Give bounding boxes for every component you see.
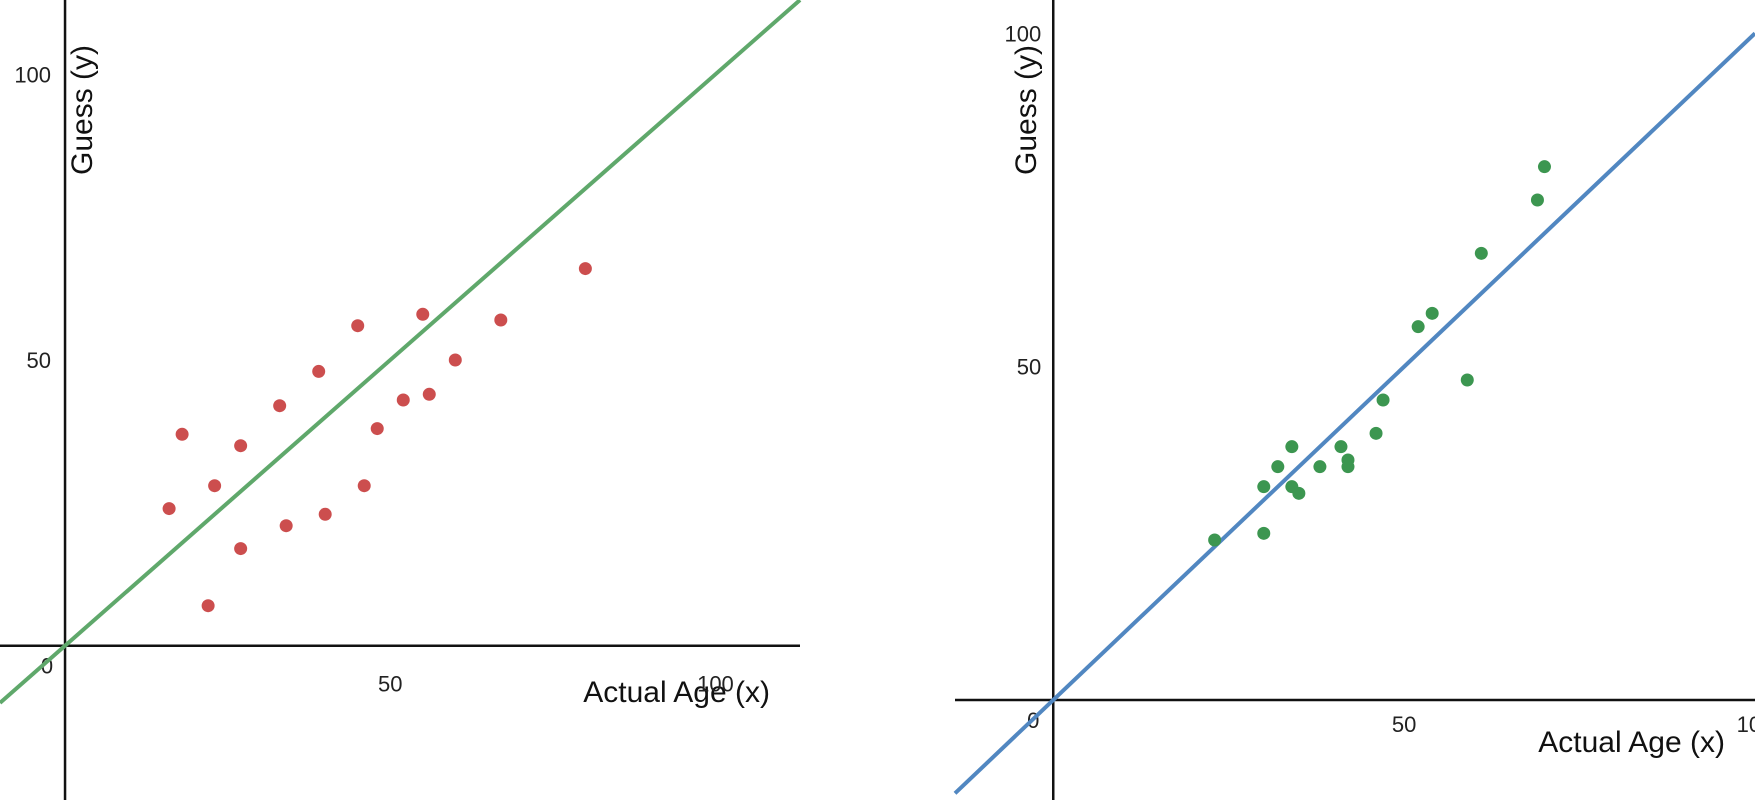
data-point	[201, 599, 215, 613]
data-point	[1271, 460, 1285, 474]
x-axis-label: Actual Age (x)	[583, 676, 770, 709]
x-tick-label: 50	[1392, 712, 1416, 737]
data-point	[175, 427, 189, 441]
data-point	[1208, 533, 1222, 547]
data-point	[1474, 246, 1488, 260]
data-point	[1334, 440, 1348, 454]
data-point	[312, 364, 326, 378]
data-point	[1460, 373, 1474, 387]
y-tick-label: 50	[1017, 355, 1041, 380]
data-point	[1285, 440, 1299, 454]
y-tick-label: 50	[27, 348, 51, 373]
data-point	[1411, 320, 1425, 334]
data-point	[1369, 426, 1383, 440]
data-point	[1313, 460, 1327, 474]
fit-line	[0, 0, 802, 705]
data-point	[494, 313, 508, 327]
data-point	[208, 479, 222, 493]
data-point	[318, 507, 332, 521]
data-point	[1341, 460, 1355, 474]
y-tick-label: 100	[1005, 21, 1042, 46]
data-point	[357, 479, 371, 493]
data-point	[1257, 526, 1271, 540]
x-axis-label: Actual Age (x)	[1538, 726, 1725, 759]
x-tick-label: 100	[1737, 712, 1755, 737]
data-point	[370, 422, 384, 436]
data-point	[1530, 193, 1544, 207]
data-point	[448, 353, 462, 367]
data-point	[422, 387, 436, 401]
data-point	[234, 439, 248, 453]
y-axis-label: Guess (y)	[1010, 45, 1043, 175]
fit-line	[953, 31, 1755, 795]
x-tick-label: 100	[697, 672, 734, 697]
data-point	[1376, 393, 1390, 407]
data-point	[1537, 160, 1551, 174]
data-point	[273, 399, 287, 413]
axes	[955, 0, 1755, 800]
data-point	[1292, 486, 1306, 500]
data-point	[162, 502, 176, 516]
x-tick-label: 50	[378, 672, 402, 697]
y-tick-label: 100	[14, 62, 51, 87]
data-point	[396, 393, 410, 407]
data-point	[416, 307, 430, 321]
axes	[0, 0, 800, 800]
data-point	[234, 542, 248, 556]
data-point	[279, 519, 293, 533]
data-point	[351, 319, 365, 333]
y-axis-label: Guess (y)	[66, 45, 99, 175]
data-point	[578, 262, 592, 276]
data-point	[1257, 480, 1271, 494]
data-point	[1425, 306, 1439, 320]
